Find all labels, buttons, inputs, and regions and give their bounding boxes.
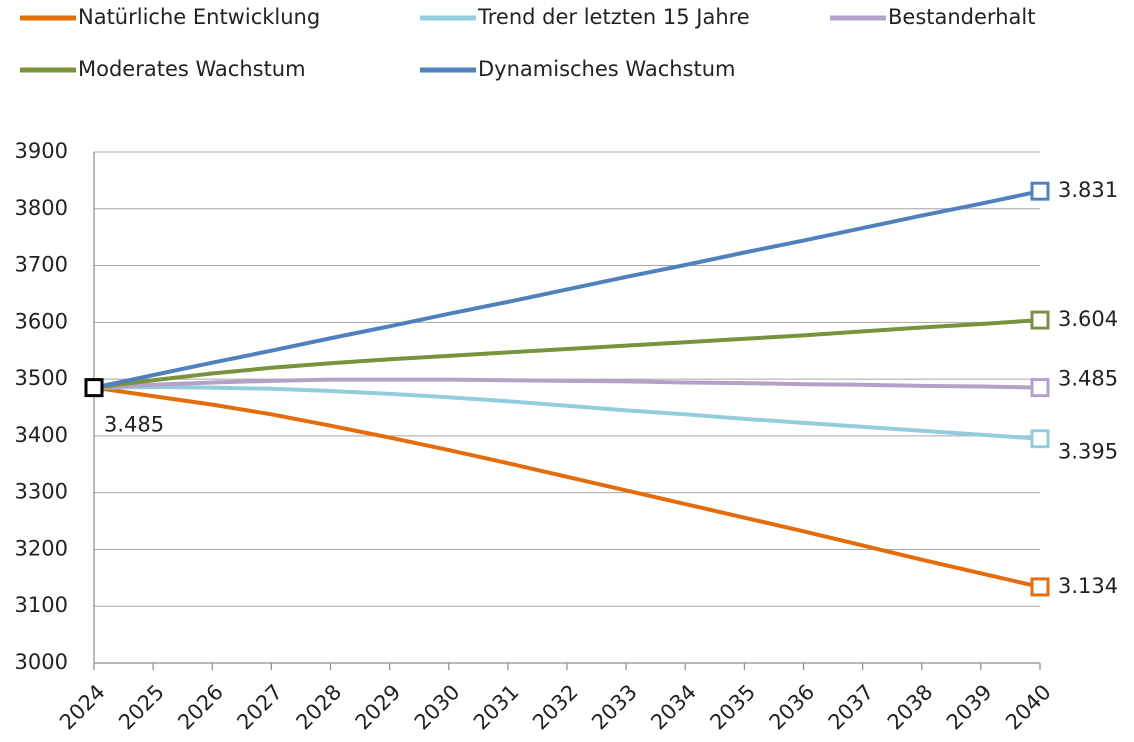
x-tick-label: 2027 <box>232 680 287 735</box>
y-tick-label: 3600 <box>15 309 68 333</box>
y-tick-label: 3800 <box>15 196 68 220</box>
data-label: 3.134 <box>1058 574 1118 598</box>
legend-label: Trend der letzten 15 Jahre <box>477 5 750 29</box>
x-tick-label: 2037 <box>824 680 879 735</box>
x-tick-label: 2033 <box>587 680 642 735</box>
legend-label: Moderates Wachstum <box>78 57 306 81</box>
x-tick-label: 2036 <box>765 680 820 735</box>
y-tick-label: 3900 <box>15 139 68 163</box>
x-tick-label: 2024 <box>55 680 110 735</box>
series-line <box>93 385 1041 589</box>
y-tick-label: 3700 <box>15 253 68 277</box>
data-label: 3.485 <box>104 413 164 437</box>
x-tick-label: 2031 <box>469 680 524 735</box>
data-label: 3.485 <box>1058 367 1118 391</box>
legend-label: Bestanderhalt <box>888 5 1035 29</box>
x-tick-label: 2032 <box>528 680 583 735</box>
series-line <box>93 385 1041 441</box>
x-tick-label: 2034 <box>646 680 701 735</box>
y-tick-label: 3500 <box>15 366 68 390</box>
y-tick-label: 3300 <box>15 480 68 504</box>
x-tick-label: 2039 <box>942 680 997 735</box>
y-tick-label: 3400 <box>15 423 68 447</box>
point-marker <box>84 378 104 398</box>
point-marker <box>1030 181 1050 201</box>
y-tick-label: 3000 <box>15 650 68 674</box>
data-label: 3.831 <box>1058 178 1118 202</box>
x-tick-label: 2028 <box>292 680 347 735</box>
point-marker <box>1030 310 1050 330</box>
series-line <box>93 377 1041 390</box>
x-tick-label: 2035 <box>705 680 760 735</box>
point-marker <box>1030 577 1050 597</box>
x-tick-label: 2040 <box>1001 680 1056 735</box>
series-line <box>93 318 1041 390</box>
legend-label: Dynamisches Wachstum <box>478 57 736 81</box>
y-tick-label: 3100 <box>15 593 68 617</box>
x-tick-label: 2025 <box>114 680 169 735</box>
x-tick-label: 2029 <box>351 680 406 735</box>
x-tick-label: 2030 <box>410 680 465 735</box>
x-tick-label: 2026 <box>173 680 228 735</box>
data-label: 3.395 <box>1058 440 1118 464</box>
y-tick-label: 3200 <box>15 536 68 560</box>
point-marker <box>1030 429 1050 449</box>
x-tick-label: 2038 <box>883 680 938 735</box>
point-marker <box>1030 378 1050 398</box>
data-label: 3.604 <box>1058 307 1118 331</box>
legend-label: Natürliche Entwicklung <box>78 5 320 29</box>
series-line <box>93 189 1041 390</box>
